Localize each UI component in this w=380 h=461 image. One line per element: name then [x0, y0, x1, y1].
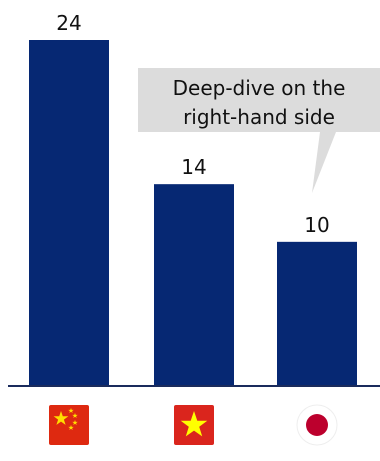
- bar-vietnam: [154, 184, 234, 386]
- bar-china: [29, 40, 109, 386]
- callout-annotation: Deep-dive on the right-hand side: [138, 68, 380, 193]
- callout-bubble: [138, 68, 380, 193]
- bars-group: [29, 40, 357, 386]
- value-label-vietnam: 14: [181, 155, 206, 179]
- china-flag-small-star: [68, 425, 74, 430]
- vietnam-flag-icon: [174, 405, 214, 445]
- china-flag-icon: [49, 405, 89, 445]
- value-label-china: 24: [56, 11, 81, 35]
- china-flag-small-star: [72, 420, 78, 425]
- china-flag-big-star: [53, 411, 69, 425]
- china-flag-small-star: [72, 413, 78, 418]
- bar-japan: [277, 241, 357, 386]
- china-flag-small-star: [68, 408, 74, 413]
- callout-line-2: right-hand side: [183, 105, 335, 129]
- value-label-japan: 10: [304, 213, 329, 237]
- china-flag-field: [49, 405, 89, 445]
- vietnam-flag-star: [180, 411, 208, 437]
- value-labels-group: 24 14 10: [56, 11, 329, 237]
- japan-flag-icon: [296, 404, 338, 446]
- japan-flag-disc: [306, 414, 328, 436]
- callout-line-1: Deep-dive on the: [173, 76, 346, 100]
